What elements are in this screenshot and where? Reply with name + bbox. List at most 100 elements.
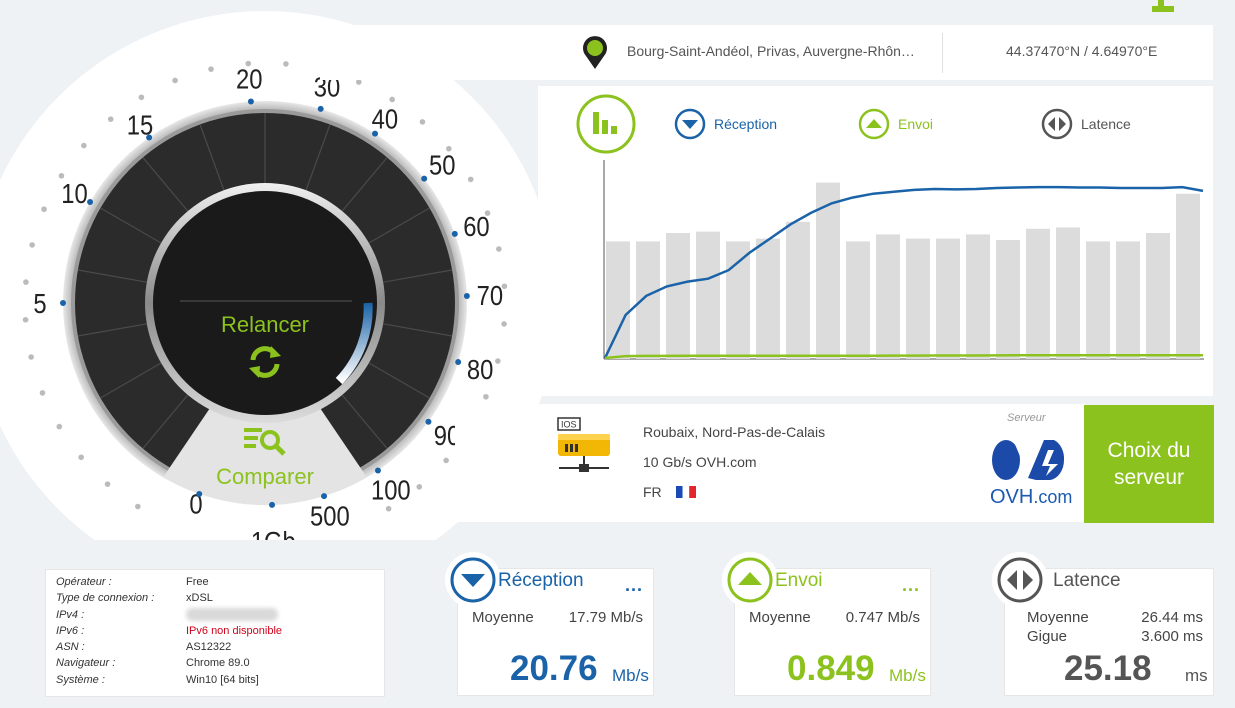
info-key: Type de connexion : [56, 592, 155, 605]
gauge-scale-marker [372, 130, 379, 137]
gauge-tick-dot [22, 316, 29, 323]
gauge-tick-dot [23, 279, 29, 285]
gauge-tick-dot [446, 145, 452, 152]
gauge-tick-dot [495, 358, 501, 364]
gauge-tick-dot [389, 96, 395, 103]
bar-chart-icon[interactable] [575, 93, 637, 155]
gauge-tick-dot [208, 66, 214, 72]
jitter-label: Gigue [1027, 628, 1068, 645]
latency-average: Moyenne 26.44 ms [1027, 609, 1217, 626]
upload-card: Envoi ... Moyenne 0.747 Mb/s 0.849 Mb/s [722, 552, 934, 696]
gauge-scale-label: 100 [371, 474, 411, 506]
gauge-sector-divider [341, 394, 388, 449]
chart-bar [1056, 227, 1080, 359]
gauge-sector-divider [77, 269, 147, 283]
restart-button[interactable]: Relancer [200, 312, 330, 392]
gauge-scale-label: 20 [236, 63, 262, 95]
average-label: Moyenne [749, 609, 811, 626]
chart-bar [1116, 241, 1140, 359]
chart-bar [726, 241, 750, 359]
legend-reception[interactable]: Réception [674, 108, 777, 140]
gauge-scale-marker [455, 359, 462, 366]
ipv4-redacted [186, 607, 278, 623]
gauge-tick-dot [104, 481, 111, 487]
choose-server-line1: Choix du [1107, 439, 1191, 462]
gauge-tick-dot [483, 393, 489, 400]
gauge-tick-dot [56, 423, 63, 430]
gauge-sector-divider [383, 269, 453, 283]
info-row-browser: Navigateur : Chrome 89.0 [56, 655, 374, 671]
info-key: IPv6 : [56, 624, 85, 637]
gauge-scale-label: 500 [310, 499, 350, 531]
info-row-connection: Type de connexion : xDSL [56, 590, 374, 606]
chart-series-upload [604, 353, 1203, 360]
chart-bar [1146, 233, 1170, 359]
gauge-scale-label: 40 [372, 103, 398, 135]
gauge-sector-divider [341, 157, 388, 212]
gauge-scale-marker [247, 98, 254, 105]
legend-upload[interactable]: Envoi [858, 108, 933, 140]
gauge-scale-label: 70 [477, 279, 503, 311]
info-value: IPv6 non disponible [186, 624, 283, 637]
gauge-scale-marker [374, 467, 381, 474]
chart-bar [936, 238, 960, 359]
speed-chart [603, 160, 1204, 360]
compare-search-icon [244, 428, 286, 456]
chart-bar [1086, 241, 1110, 359]
chart-bar [1176, 193, 1200, 359]
legend-latency-label: Latence [1081, 116, 1131, 132]
gauge-scale-label: 50 [429, 149, 455, 181]
info-value: Free [186, 576, 209, 588]
info-row-ipv4: IPv4 : [56, 607, 374, 623]
server-panel: IOS Roubaix, Nord-Pas-de-Calais 10 Gb/s … [455, 404, 1085, 522]
gauge-sector-divider [100, 207, 162, 244]
reception-speed: 20.76 [510, 649, 598, 688]
gauge-tick-dot [496, 246, 502, 252]
info-key: ASN : [56, 641, 85, 654]
gauge-tick-dot [58, 173, 65, 179]
gauge-tick-dot [135, 503, 141, 510]
gauge-dial: 05101520304050607080901005001Gb [0, 0, 560, 540]
gauge-scale-label: 1Gb [251, 525, 296, 540]
gauge-sector-divider [142, 157, 189, 212]
gauge-tick-dot [443, 457, 449, 464]
info-value: xDSL [186, 592, 213, 605]
compare-button[interactable]: Comparer [200, 425, 330, 495]
gauge-tick-dot [501, 321, 507, 327]
gauge-scale-marker [269, 501, 276, 508]
info-key: Navigateur : [56, 657, 116, 670]
upload-more-button[interactable]: ... [901, 575, 920, 595]
gauge-scale-marker [421, 175, 428, 182]
latency-icon [1041, 108, 1073, 140]
connection-info: Opérateur : Free Type de connexion : xDSL … [45, 569, 385, 697]
latency-jitter: Gigue 3.600 ms [1027, 628, 1217, 645]
speed-gauge: 05101520304050607080901005001Gb Relancer… [0, 0, 560, 540]
chart-bar [756, 238, 780, 359]
chart-bar [1026, 228, 1050, 359]
gauge-tick-dot [107, 116, 114, 122]
legend-upload-label: Envoi [898, 116, 934, 132]
upload-average: Moyenne 0.747 Mb/s [749, 609, 934, 626]
chart-bar [606, 241, 630, 359]
ovh-logo-text: OVH.com [990, 486, 1072, 509]
chart-bar [906, 238, 930, 359]
gauge-sector-divider [77, 323, 147, 337]
latency-unit: ms [1185, 666, 1208, 685]
gauge-tick-dot [28, 354, 34, 360]
server-country-code: FR [643, 484, 662, 500]
chart-series-reception [603, 185, 1204, 359]
gauge-sector-divider [199, 124, 225, 191]
gauge-tick-dot [41, 206, 47, 213]
reception-more-button[interactable]: ... [624, 575, 643, 595]
legend-latency[interactable]: Latence [1041, 108, 1131, 140]
gauge-tick-dot [39, 390, 46, 396]
gauge-sector-divider [142, 394, 189, 449]
info-key: IPv4 : [56, 608, 85, 621]
gauge-tick-dot [81, 142, 87, 149]
info-row-system: Système : Win10 [64 bits] [56, 672, 374, 688]
server-country: FR [643, 484, 696, 500]
choose-server-button[interactable]: Choix du serveur [1084, 405, 1214, 523]
info-key: Système : [56, 673, 105, 686]
jitter-value: 3.600 ms [1141, 628, 1203, 645]
upload-speed: 0.849 [787, 649, 875, 688]
